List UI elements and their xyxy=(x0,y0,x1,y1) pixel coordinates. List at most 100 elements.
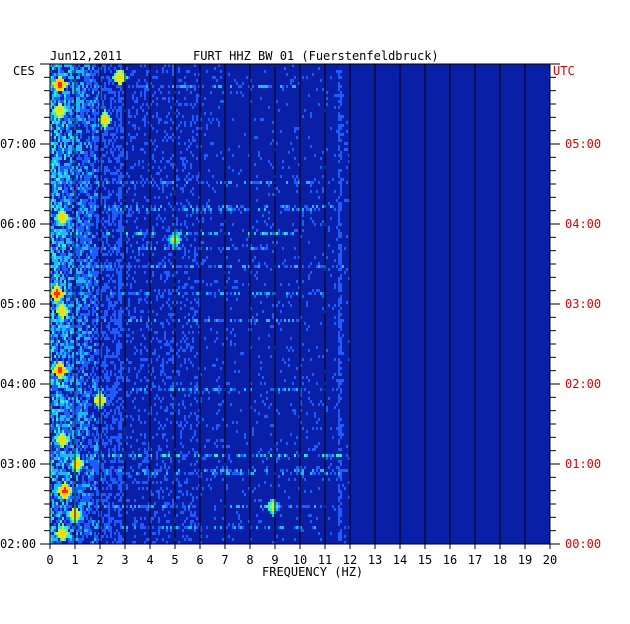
heatmap-cell xyxy=(156,295,158,298)
heatmap-cell xyxy=(66,88,68,91)
heatmap-cell xyxy=(70,379,72,382)
heatmap-cell xyxy=(66,388,68,391)
heatmap-cell xyxy=(76,100,78,103)
heatmap-cell xyxy=(114,382,116,385)
heatmap-cell xyxy=(148,316,150,319)
heatmap-cell xyxy=(246,76,248,79)
heatmap-cell xyxy=(280,319,282,322)
heatmap-cell xyxy=(102,154,104,157)
heatmap-cell xyxy=(186,322,188,325)
heatmap-cell xyxy=(82,412,84,415)
heatmap-cell xyxy=(70,334,72,337)
heatmap-cell xyxy=(80,283,82,286)
heatmap-cell xyxy=(150,409,152,412)
heatmap-cell xyxy=(76,91,78,94)
heatmap-cell xyxy=(62,79,64,82)
heatmap-cell xyxy=(56,295,58,298)
heatmap-cell xyxy=(168,229,170,232)
heatmap-cell xyxy=(120,187,122,190)
heatmap-cell xyxy=(70,217,72,220)
heatmap-cell xyxy=(70,439,72,442)
heatmap-cell xyxy=(176,241,178,244)
heatmap-cell xyxy=(76,418,78,421)
heatmap-cell xyxy=(60,94,62,97)
heatmap-cell xyxy=(68,265,70,268)
heatmap-cell xyxy=(88,202,90,205)
heatmap-cell xyxy=(64,409,66,412)
heatmap-cell xyxy=(220,367,222,370)
heatmap-cell xyxy=(280,130,282,133)
heatmap-cell xyxy=(58,145,60,148)
heatmap-cell xyxy=(140,310,142,313)
heatmap-cell xyxy=(154,232,156,235)
heatmap-cell xyxy=(314,412,316,415)
heatmap-cell xyxy=(62,376,64,379)
heatmap-cell xyxy=(72,328,74,331)
heatmap-cell xyxy=(52,307,54,310)
heatmap-cell xyxy=(128,361,130,364)
heatmap-cell xyxy=(322,175,324,178)
heatmap-cell xyxy=(120,286,122,289)
heatmap-cell xyxy=(94,169,96,172)
heatmap-cell xyxy=(60,214,62,217)
heatmap-cell xyxy=(254,247,256,250)
heatmap-cell xyxy=(94,427,96,430)
heatmap-cell xyxy=(76,313,78,316)
heatmap-cell xyxy=(60,277,62,280)
heatmap-cell xyxy=(50,244,52,247)
heatmap-cell xyxy=(138,370,140,373)
heatmap-cell xyxy=(78,94,80,97)
heatmap-cell xyxy=(72,124,74,127)
heatmap-cell xyxy=(126,235,128,238)
heatmap-cell xyxy=(120,346,122,349)
heatmap-cell xyxy=(88,331,90,334)
heatmap-cell xyxy=(104,265,106,268)
heatmap-cell xyxy=(230,205,232,208)
heatmap-cell xyxy=(118,352,120,355)
heatmap-cell xyxy=(60,181,62,184)
heatmap-cell xyxy=(116,376,118,379)
heatmap-cell xyxy=(82,313,84,316)
heatmap-cell xyxy=(66,370,68,373)
heatmap-cell xyxy=(118,109,120,112)
heatmap-cell xyxy=(70,427,72,430)
heatmap-cell xyxy=(84,301,86,304)
heatmap-cell xyxy=(176,382,178,385)
heatmap-cell xyxy=(94,154,96,157)
heatmap-cell xyxy=(102,160,104,163)
heatmap-cell xyxy=(94,157,96,160)
heatmap-cell xyxy=(120,292,122,295)
heatmap-cell xyxy=(70,73,72,76)
heatmap-cell xyxy=(58,118,60,121)
heatmap-cell xyxy=(258,355,260,358)
heatmap-cell xyxy=(308,136,310,139)
heatmap-cell xyxy=(142,397,144,400)
heatmap-cell xyxy=(64,307,66,310)
heatmap-cell xyxy=(68,430,70,433)
heatmap-cell xyxy=(66,346,68,349)
heatmap-cell xyxy=(146,385,148,388)
heatmap-cell xyxy=(120,307,122,310)
heatmap-cell xyxy=(86,232,88,235)
heatmap-cell xyxy=(144,235,146,238)
heatmap-cell xyxy=(218,64,220,67)
heatmap-cell xyxy=(166,175,168,178)
heatmap-cell xyxy=(58,385,60,388)
heatmap-cell xyxy=(120,277,122,280)
heatmap-cell xyxy=(84,157,86,160)
heatmap-cell xyxy=(112,415,114,418)
heatmap-cell xyxy=(176,271,178,274)
heatmap-cell xyxy=(66,289,68,292)
heatmap-cell xyxy=(168,253,170,256)
heatmap-cell xyxy=(76,247,78,250)
heatmap-cell xyxy=(86,364,88,367)
heatmap-cell xyxy=(338,244,340,247)
heatmap-cell xyxy=(84,241,86,244)
heatmap-cell xyxy=(92,103,94,106)
heatmap-cell xyxy=(176,235,178,238)
heatmap-cell xyxy=(72,181,74,184)
heatmap-cell xyxy=(98,109,100,112)
heatmap-cell xyxy=(64,163,66,166)
heatmap-cell xyxy=(88,211,90,214)
heatmap-cell xyxy=(150,175,152,178)
